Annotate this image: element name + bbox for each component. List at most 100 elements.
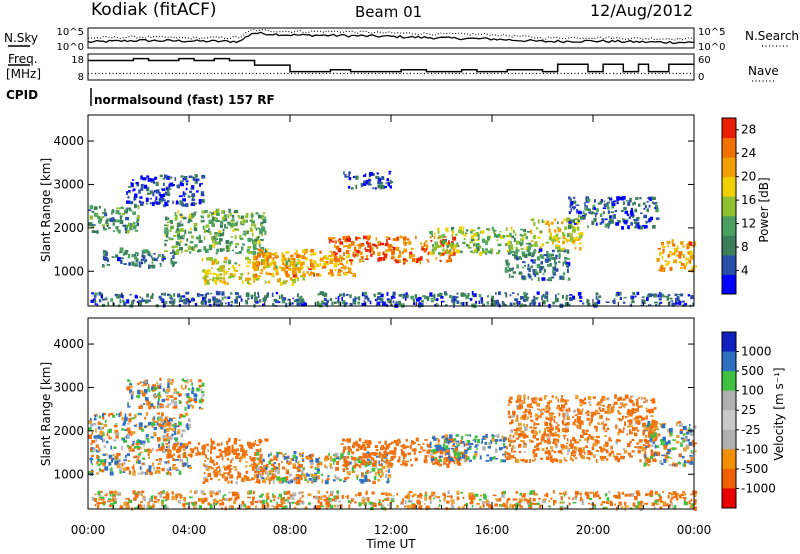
power-cell-9	[507, 266, 510, 269]
power-cell-13	[337, 300, 340, 303]
power-cell-6	[359, 259, 362, 263]
power-cell-10	[578, 242, 582, 245]
power-cell-11	[569, 198, 572, 203]
power-cell-13	[460, 301, 463, 305]
power-cell-9	[541, 277, 546, 281]
power-cell-4	[211, 260, 214, 266]
power-cell-6	[396, 246, 400, 252]
velocity-cell-1	[187, 378, 189, 384]
power-cell-9	[553, 266, 556, 269]
velocity-cell-8	[652, 441, 655, 444]
velocity-cell-7	[607, 411, 612, 415]
velocity-cell-7	[573, 438, 577, 443]
velocity-cell-7	[533, 426, 537, 430]
velocity-cell-5	[455, 447, 459, 452]
power-cell-3	[250, 238, 254, 240]
power-cell-13	[254, 299, 258, 302]
power-cell-5	[319, 263, 322, 267]
power-cell-3	[264, 248, 268, 253]
velocity-cell-0	[134, 414, 137, 419]
power-cell-1	[158, 254, 161, 257]
velocity-cell-9	[313, 506, 315, 510]
velocity-cell-9	[579, 492, 582, 496]
power-cell-10	[532, 218, 535, 222]
velocity-cell-0	[161, 445, 165, 450]
power-cell-9	[521, 251, 526, 256]
power-cell-7	[385, 182, 387, 184]
power-cell-3	[216, 248, 219, 253]
velocity-cell-4	[364, 477, 368, 483]
velocity-cell-4	[299, 454, 302, 457]
velocity-cell-5	[414, 447, 416, 451]
velocity-cell-4	[283, 456, 286, 460]
velocity-cell-9	[334, 495, 338, 499]
power-cell-13	[338, 301, 342, 306]
power-colorbar-tick-label-12: 12	[741, 217, 756, 231]
power-cell-9	[567, 277, 571, 281]
power-cell-4	[208, 272, 212, 275]
power-cell-4	[221, 264, 225, 269]
power-cell-1	[138, 262, 141, 268]
power-cell-10	[571, 240, 576, 243]
power-cell-0	[119, 215, 123, 218]
power-cell-3	[255, 212, 259, 215]
velocity-cell-6	[439, 455, 443, 458]
velocity-cell-3	[213, 469, 218, 472]
velocity-cell-9	[354, 501, 357, 504]
velocity-cell-7	[579, 452, 583, 456]
power-cell-13	[397, 300, 401, 305]
power-cell-13	[141, 297, 144, 302]
velocity-cell-8	[649, 455, 654, 460]
velocity-cell-1	[129, 379, 131, 382]
velocity-cell-7	[637, 446, 639, 449]
velocity-cell-6	[498, 439, 503, 442]
power-cell-3	[191, 246, 194, 250]
velocity-cell-0	[115, 423, 118, 425]
power-cell-9	[538, 248, 543, 252]
velocity-cell-0	[136, 457, 140, 461]
power-cell-11	[608, 220, 611, 225]
velocity-cell-0	[138, 453, 142, 456]
power-cell-1	[117, 256, 121, 262]
velocity-cell-8	[690, 433, 695, 436]
velocity-cell-0	[142, 457, 146, 460]
velocity-cell-8	[667, 429, 670, 432]
velocity-cell-1	[167, 385, 170, 389]
velocity-cell-5	[392, 450, 397, 455]
velocity-cell-4	[276, 476, 280, 481]
power-cell-11	[582, 216, 586, 219]
velocity-cell-0	[91, 463, 93, 466]
velocity-cell-2	[241, 452, 246, 457]
velocity-cell-6	[498, 447, 503, 451]
power-cell-11	[577, 210, 582, 214]
power-cell-4	[253, 280, 255, 283]
power-cell-12	[671, 239, 674, 244]
velocity-cell-3	[255, 474, 258, 478]
power-cell-13	[292, 297, 295, 300]
power-cell-9	[528, 275, 532, 279]
power-cell-4	[291, 282, 294, 286]
velocity-cell-9	[568, 502, 571, 506]
velocity-cell-3	[229, 469, 232, 474]
power-cell-10	[541, 220, 546, 223]
power-cell-1	[124, 250, 129, 253]
velocity-cell-7	[532, 434, 536, 439]
velocity-cell-1	[168, 378, 172, 381]
velocity-cell-4	[266, 477, 271, 480]
power-cell-8	[450, 226, 455, 230]
power-cell-13	[663, 295, 666, 298]
velocity-cell-5	[394, 455, 397, 458]
velocity-cell-5	[379, 451, 382, 456]
power-cell-4	[212, 278, 215, 282]
power-cell-6	[335, 245, 340, 250]
velocity-cell-2	[190, 449, 195, 454]
power-cell-2	[147, 178, 152, 182]
power-cell-3	[164, 234, 166, 236]
power-cell-6	[411, 257, 416, 263]
power-cell-2	[178, 195, 183, 198]
power-cell-5	[324, 255, 328, 258]
power-cell-13	[668, 302, 671, 306]
velocity-cell-0	[159, 418, 163, 422]
velocity-cell-3	[245, 470, 249, 474]
power-cell-10	[570, 226, 575, 229]
